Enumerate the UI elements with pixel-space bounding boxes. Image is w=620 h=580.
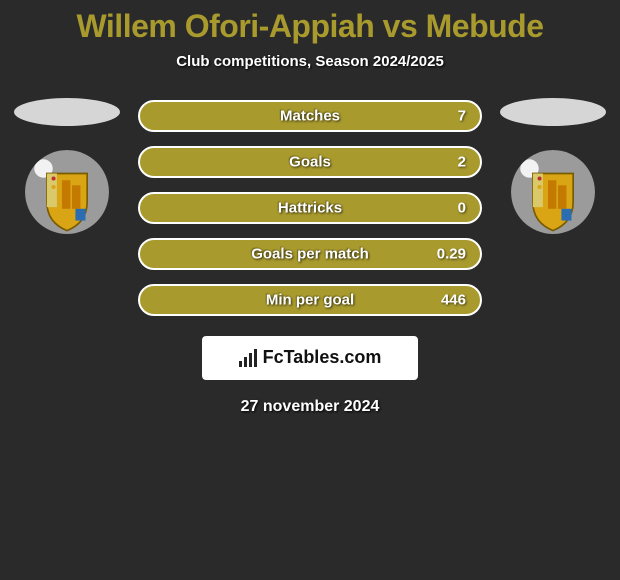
stat-bar-label: Matches <box>280 107 340 124</box>
brand-badge: FcTables.com <box>202 336 418 380</box>
brand-text: FcTables.com <box>263 347 382 368</box>
stat-bar-label: Min per goal <box>266 291 354 308</box>
shield-icon <box>25 150 109 234</box>
title-player1: Willem Ofori-Appiah <box>76 8 374 44</box>
stat-bar: Goals per match 0.29 <box>138 238 482 270</box>
page-title: Willem Ofori-Appiah vs Mebude <box>0 8 620 45</box>
stat-value-right: 2 <box>458 153 466 170</box>
stat-bar-label: Hattricks <box>278 199 342 216</box>
stat-bar: Goals 2 <box>138 146 482 178</box>
title-vs: vs <box>383 8 418 44</box>
generated-date: 27 november 2024 <box>0 398 620 416</box>
club-crest-right <box>511 150 595 234</box>
stat-value-right: 0.29 <box>437 245 466 262</box>
stat-bars: Matches 7 Goals 2 Hattricks 0 Goals per match 0… <box>138 98 482 316</box>
subtitle: Club competitions, Season 2024/2025 <box>0 53 620 70</box>
side-left <box>14 98 120 234</box>
stat-bar: Min per goal 446 <box>138 284 482 316</box>
shield-icon <box>511 150 595 234</box>
stat-bar-label: Goals <box>289 153 331 170</box>
title-player2: Mebude <box>426 8 544 44</box>
bar-chart-icon <box>239 349 257 367</box>
infographic-root: Willem Ofori-Appiah vs Mebude Club compe… <box>0 0 620 416</box>
stat-value-right: 7 <box>458 107 466 124</box>
side-right <box>500 98 606 234</box>
stat-value-right: 446 <box>441 291 466 308</box>
stat-bar-label: Goals per match <box>251 245 369 262</box>
stat-bar: Matches 7 <box>138 100 482 132</box>
stat-bar: Hattricks 0 <box>138 192 482 224</box>
body-row: Matches 7 Goals 2 Hattricks 0 Goals per match 0… <box>0 98 620 316</box>
avatar-placeholder-left <box>14 98 120 126</box>
stat-value-right: 0 <box>458 199 466 216</box>
club-crest-left <box>25 150 109 234</box>
avatar-placeholder-right <box>500 98 606 126</box>
